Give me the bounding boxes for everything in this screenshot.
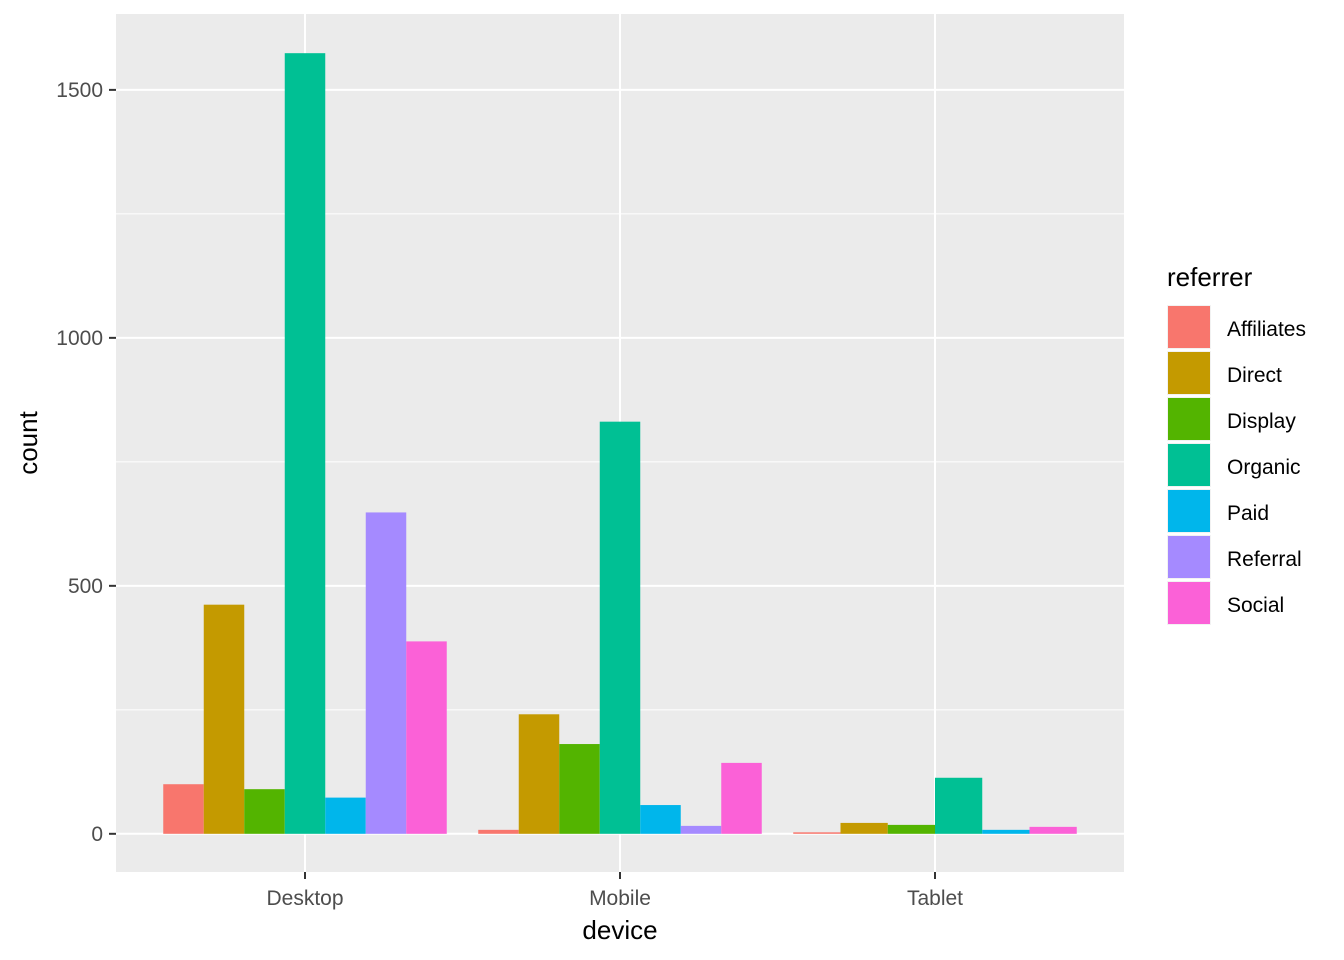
bar-desktop-social	[406, 641, 447, 834]
bar-mobile-referral	[680, 825, 722, 834]
legend: referrer Affiliates Direct Display Organic P…	[1167, 262, 1306, 625]
bar-mobile-direct	[518, 714, 560, 834]
bar-mobile-paid	[640, 805, 681, 834]
bar-tablet-organic	[935, 777, 983, 834]
bar-desktop-paid	[325, 797, 366, 834]
y-tick-label: 1000	[56, 327, 103, 350]
bar-desktop-organic	[284, 53, 326, 834]
x-axis: Desktop Mobile Tablet	[266, 872, 963, 910]
bar-desktop-display	[244, 789, 285, 834]
bar-desktop-referral	[365, 512, 407, 834]
x-tick-label: Mobile	[589, 887, 651, 910]
bar-tablet-paid	[982, 829, 1030, 834]
legend-label-social: Social	[1227, 594, 1284, 617]
bar-mobile-organic	[599, 421, 641, 834]
legend-label-referral: Referral	[1227, 548, 1302, 571]
y-tick-label: 0	[91, 823, 103, 846]
bar-tablet-social	[1029, 826, 1077, 834]
legend-title: referrer	[1167, 262, 1253, 292]
bar-tablet-display	[887, 824, 935, 834]
bars	[163, 53, 1077, 834]
bar-mobile-display	[559, 744, 600, 834]
y-tick-label: 1500	[56, 79, 103, 102]
legend-key-affiliates	[1168, 306, 1210, 348]
x-axis-title: device	[582, 915, 657, 945]
bar-desktop-affiliates	[163, 784, 204, 834]
y-tick-label: 500	[68, 575, 103, 598]
legend-key-direct	[1168, 352, 1210, 394]
legend-key-paid	[1168, 490, 1210, 532]
bar-desktop-direct	[203, 604, 245, 834]
bar-tablet-affiliates	[793, 832, 841, 834]
legend-label-direct: Direct	[1227, 364, 1282, 387]
y-axis-title: count	[13, 410, 43, 474]
x-tick-label: Desktop	[266, 887, 343, 910]
legend-label-paid: Paid	[1227, 502, 1269, 525]
legend-key-display	[1168, 398, 1210, 440]
legend-label-affiliates: Affiliates	[1227, 318, 1306, 341]
bar-mobile-affiliates	[478, 829, 519, 834]
legend-key-referral	[1168, 536, 1210, 578]
legend-label-organic: Organic	[1227, 456, 1301, 479]
legend-key-social	[1168, 582, 1210, 624]
x-tick-label: Tablet	[907, 887, 963, 910]
legend-label-display: Display	[1227, 410, 1296, 433]
bar-tablet-direct	[840, 822, 888, 834]
y-axis: 0 500 1000 1500	[56, 79, 116, 846]
legend-key-organic	[1168, 444, 1210, 486]
bar-mobile-social	[721, 762, 762, 834]
